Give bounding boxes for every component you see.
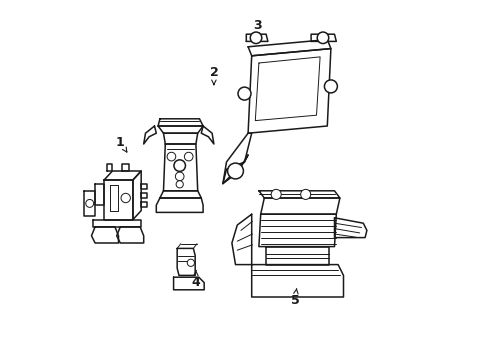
- Circle shape: [184, 152, 193, 161]
- Polygon shape: [133, 171, 141, 220]
- Polygon shape: [173, 277, 204, 290]
- Polygon shape: [201, 126, 213, 144]
- Polygon shape: [223, 133, 251, 184]
- Polygon shape: [310, 34, 336, 41]
- Polygon shape: [265, 247, 328, 265]
- Circle shape: [324, 80, 337, 93]
- Polygon shape: [122, 164, 129, 171]
- Polygon shape: [158, 126, 203, 133]
- Circle shape: [317, 32, 328, 44]
- Circle shape: [227, 163, 243, 179]
- Polygon shape: [163, 144, 197, 191]
- Polygon shape: [260, 198, 339, 214]
- Circle shape: [121, 193, 130, 203]
- Polygon shape: [156, 198, 203, 212]
- Polygon shape: [104, 171, 141, 180]
- Circle shape: [175, 172, 183, 181]
- Circle shape: [270, 189, 281, 199]
- Circle shape: [187, 259, 194, 266]
- Polygon shape: [84, 191, 95, 216]
- Circle shape: [300, 189, 310, 199]
- Text: 5: 5: [290, 288, 299, 307]
- Polygon shape: [258, 214, 336, 247]
- Text: 2: 2: [209, 66, 218, 85]
- Polygon shape: [143, 126, 156, 144]
- Circle shape: [167, 152, 175, 161]
- Circle shape: [174, 160, 185, 171]
- Polygon shape: [258, 191, 339, 198]
- Circle shape: [250, 32, 261, 44]
- Polygon shape: [117, 227, 143, 243]
- Text: 1: 1: [116, 136, 126, 152]
- Polygon shape: [93, 220, 141, 227]
- Circle shape: [238, 87, 250, 100]
- Polygon shape: [95, 184, 104, 205]
- Polygon shape: [104, 180, 133, 220]
- Polygon shape: [158, 119, 203, 126]
- Polygon shape: [247, 49, 330, 133]
- Polygon shape: [334, 218, 366, 238]
- Polygon shape: [246, 34, 267, 41]
- Polygon shape: [177, 248, 195, 275]
- Text: 3: 3: [252, 19, 261, 37]
- Polygon shape: [91, 227, 118, 243]
- Circle shape: [85, 199, 94, 207]
- Polygon shape: [223, 155, 247, 184]
- Polygon shape: [231, 214, 251, 265]
- Polygon shape: [160, 191, 201, 198]
- Polygon shape: [163, 133, 197, 144]
- Polygon shape: [106, 164, 112, 171]
- Polygon shape: [251, 265, 343, 297]
- Text: 4: 4: [191, 270, 200, 289]
- Polygon shape: [247, 40, 330, 56]
- Circle shape: [176, 181, 183, 188]
